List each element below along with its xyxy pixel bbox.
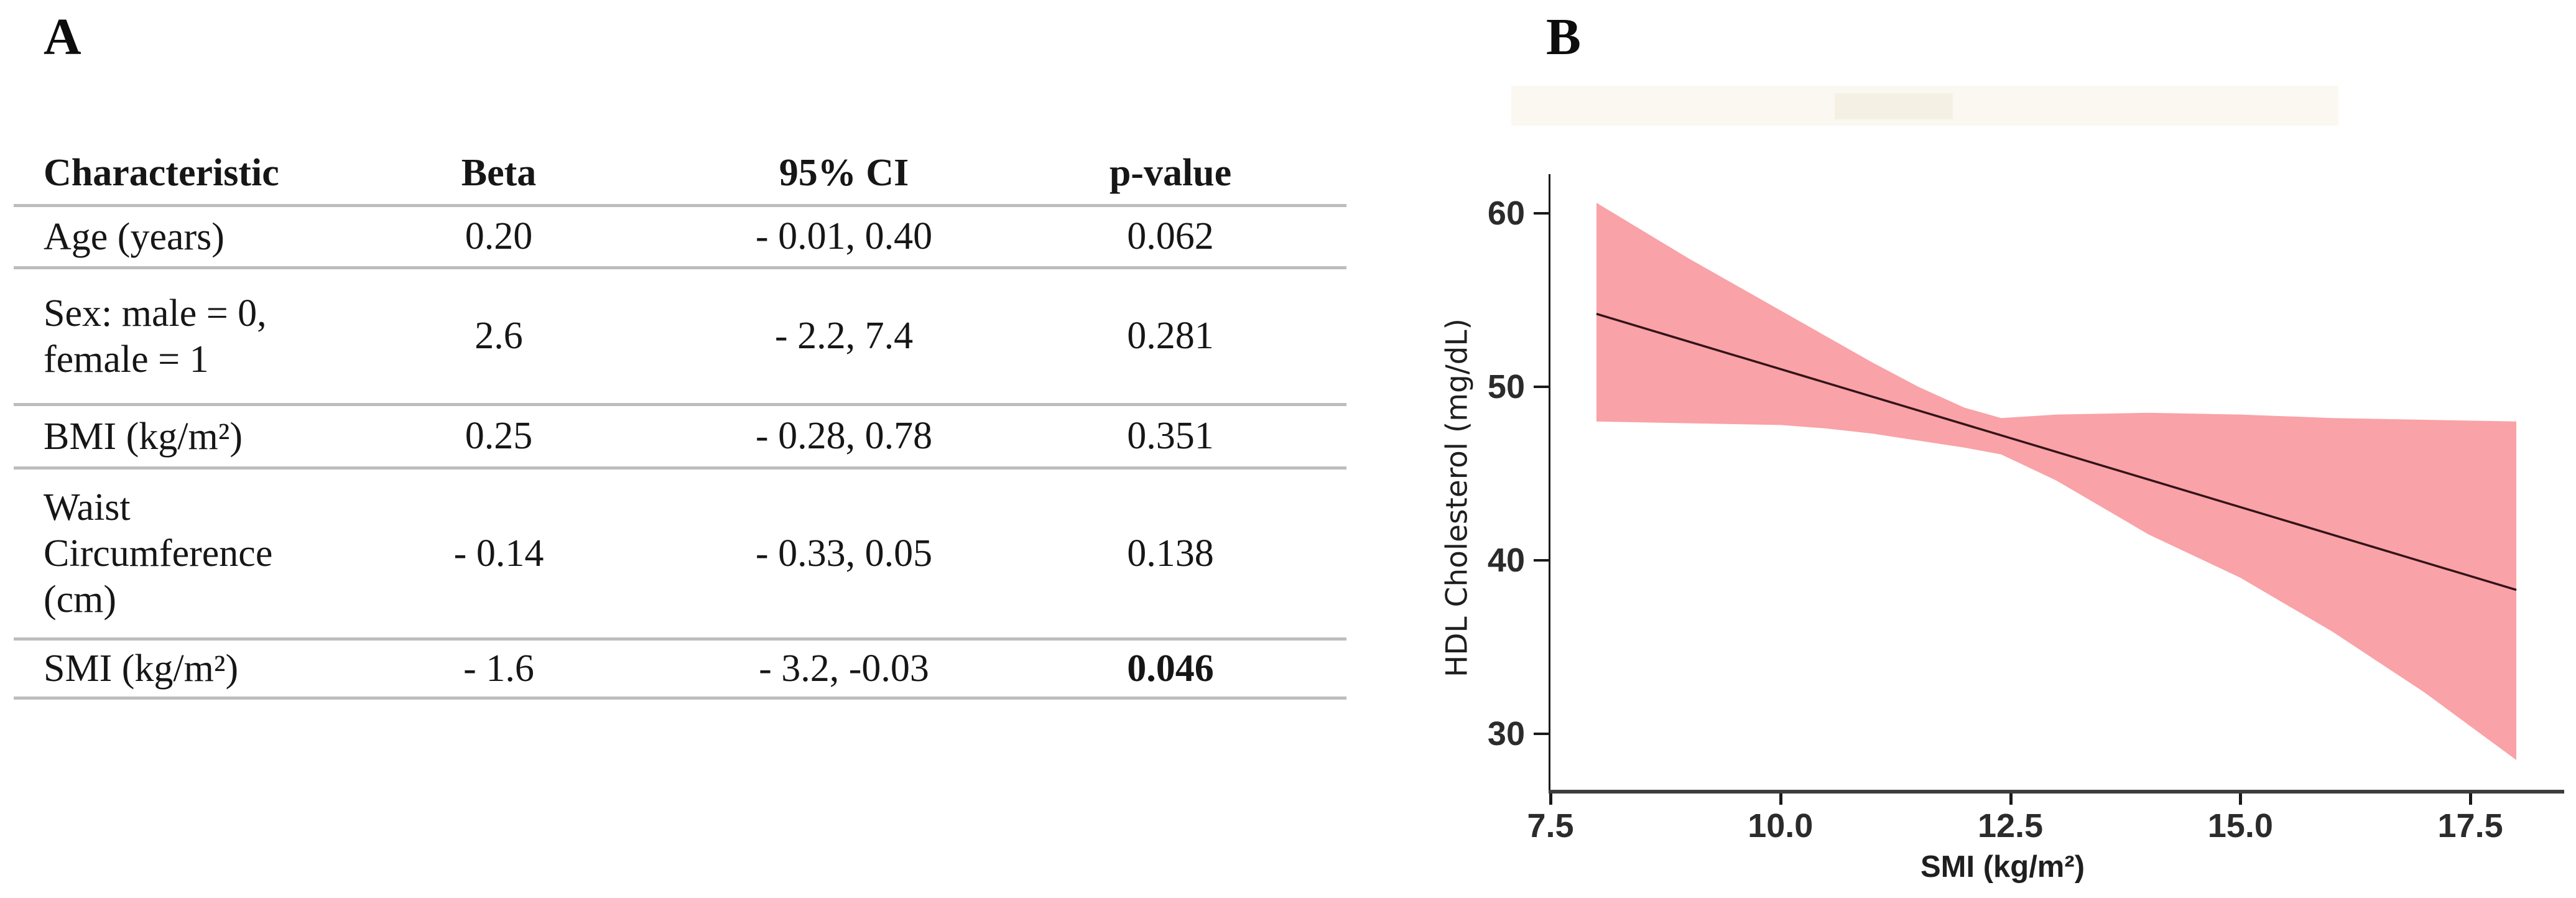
regression-plot (1596, 203, 2517, 761)
column-header-pvalue: p-value (1109, 151, 1232, 194)
x-tick-label: 17.5 (2437, 807, 2503, 845)
column-header-beta: Beta (461, 151, 537, 194)
faded-title-artifact (1511, 86, 2338, 126)
panel-b-label: B (1546, 8, 1582, 66)
y-axis-title: HDL Cholesterol (mg/dL) (1440, 318, 1475, 677)
ci-cell: - 3.2, -0.03 (759, 647, 929, 690)
x-tick-label: 12.5 (1977, 807, 2044, 845)
characteristic-cell: Sex: male = 0, female = 1 (14, 290, 368, 382)
confidence-band (1596, 203, 2516, 761)
beta-cell: 2.6 (475, 315, 523, 357)
ci-cell: - 0.28, 0.78 (755, 415, 933, 457)
characteristic-line: SMI (kg/m²) (44, 647, 239, 690)
faded-title-artifact (1835, 93, 1953, 119)
characteristic-cell: Age (years) (14, 214, 368, 260)
characteristic-cell: BMI (kg/m²) (14, 414, 368, 460)
table-row-bmi: BMI (kg/m²) 0.25 - 0.28, 0.78 0.351 (14, 406, 1346, 470)
beta-cell: 0.20 (465, 215, 533, 257)
x-tick-mark (2469, 794, 2473, 805)
y-tick-label: 60 (1487, 194, 1525, 232)
y-tick-label: 30 (1487, 715, 1525, 753)
table-row-waist-circumference: Waist Circumference (cm) - 0.14 - 0.33, … (14, 470, 1346, 641)
characteristic-line: female = 1 (44, 338, 209, 381)
ci-cell: - 0.33, 0.05 (755, 532, 933, 575)
ci-cell: - 2.2, 7.4 (774, 315, 914, 357)
x-tick-label: 10.0 (1748, 807, 1814, 845)
y-tick-mark (1534, 559, 1549, 562)
pvalue-cell: 0.138 (1127, 532, 1214, 575)
y-tick-label: 50 (1487, 368, 1525, 405)
x-axis-title: SMI (kg/m²) (1920, 850, 2085, 884)
beta-cell: - 0.14 (453, 532, 544, 575)
x-tick-mark (1549, 794, 1552, 805)
x-tick-label: 7.5 (1527, 807, 1574, 845)
regression-table: Characteristic Beta 95% CI p-value Age (… (14, 142, 1346, 700)
characteristic-cell: SMI (kg/m²) (14, 646, 368, 692)
table-row-age: Age (years) 0.20 - 0.01, 0.40 0.062 (14, 207, 1346, 269)
x-axis-line (1549, 790, 2564, 794)
table-row-smi: SMI (kg/m²) - 1.6 - 3.2, -0.03 0.046 (14, 641, 1346, 700)
pvalue-cell: 0.281 (1127, 315, 1214, 357)
beta-cell: - 1.6 (463, 647, 534, 690)
characteristic-cell: Waist Circumference (cm) (14, 484, 368, 623)
panel-a-label: A (44, 8, 81, 66)
beta-cell: 0.25 (465, 415, 533, 457)
y-tick-mark (1534, 385, 1549, 388)
column-header-characteristic: Characteristic (44, 152, 279, 194)
x-tick-label: 15.0 (2207, 807, 2273, 845)
x-tick-mark (2009, 794, 2013, 805)
characteristic-line: Sex: male = 0, (44, 292, 267, 335)
table-header-row: Characteristic Beta 95% CI p-value (14, 142, 1346, 207)
x-tick-mark (2239, 794, 2243, 805)
table-row-sex: Sex: male = 0, female = 1 2.6 - 2.2, 7.4… (14, 269, 1346, 406)
characteristic-line: Age (years) (44, 215, 225, 258)
y-tick-mark (1534, 211, 1549, 215)
y-tick-mark (1534, 733, 1549, 736)
pvalue-cell: 0.351 (1127, 415, 1214, 457)
characteristic-line: Waist (44, 486, 131, 529)
regression-line (1596, 313, 2517, 591)
ci-cell: - 0.01, 0.40 (755, 215, 933, 257)
pvalue-cell: 0.062 (1127, 215, 1214, 257)
characteristic-line: (cm) (44, 578, 117, 621)
characteristic-line: BMI (kg/m²) (44, 415, 243, 458)
characteristic-line: Circumference (44, 532, 273, 575)
x-tick-mark (1779, 794, 1782, 805)
pvalue-cell-significant: 0.046 (1127, 647, 1214, 690)
y-tick-label: 40 (1487, 542, 1525, 580)
y-axis-line (1549, 174, 1550, 792)
column-header-ci: 95% CI (779, 151, 909, 194)
